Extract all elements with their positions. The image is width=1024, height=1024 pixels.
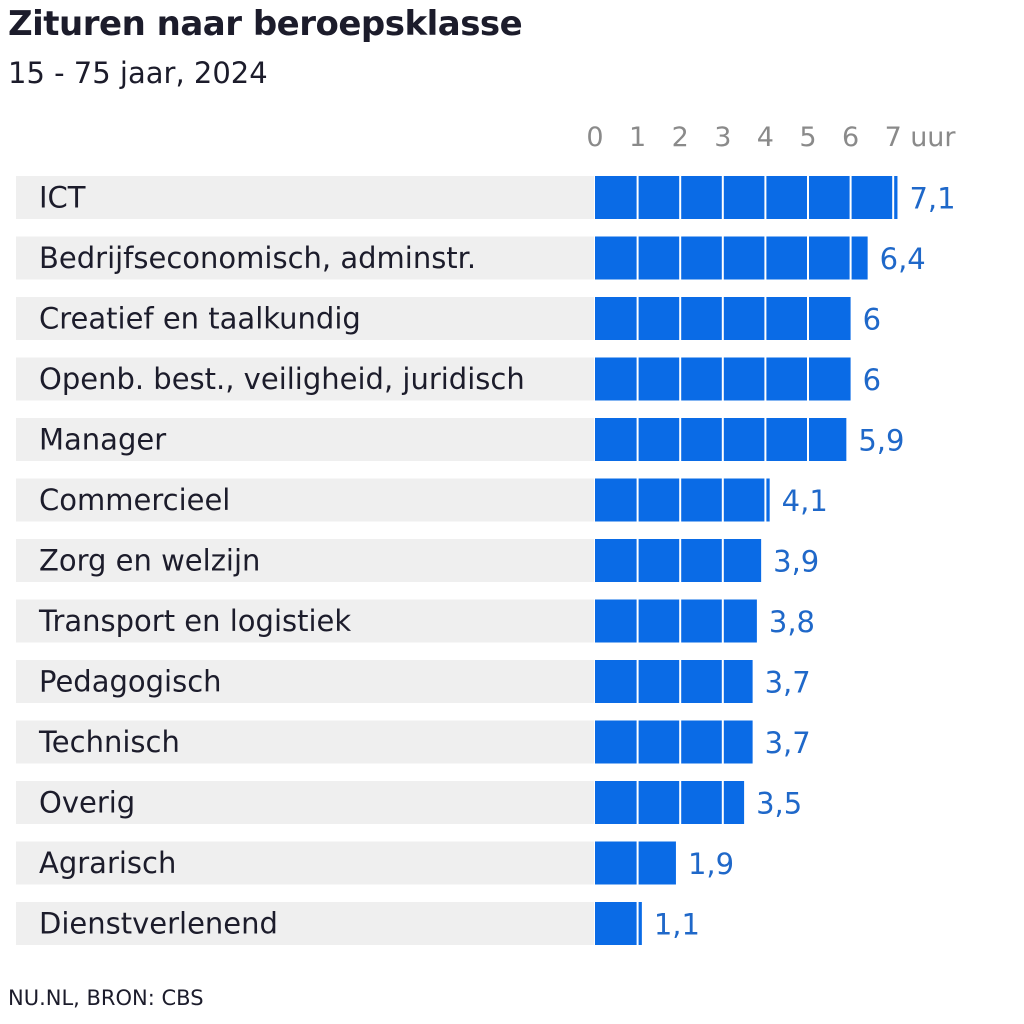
bar — [595, 841, 676, 885]
category-label: Openb. best., veiligheid, juridisch — [39, 362, 525, 396]
row-background — [16, 478, 594, 522]
x-tick-label: 5 — [799, 122, 816, 153]
category-label: ICT — [39, 181, 86, 215]
value-label: 6 — [863, 363, 881, 397]
category-label: Manager — [39, 423, 166, 457]
source-credit: NU.NL, BRON: CBS — [8, 986, 204, 1010]
row-background — [16, 539, 594, 582]
x-tick-label: 3 — [714, 122, 731, 153]
bar — [595, 781, 745, 824]
value-label: 3,5 — [756, 787, 802, 821]
bar — [595, 599, 757, 643]
x-tick-label: 2 — [672, 122, 689, 153]
bar — [595, 539, 762, 582]
x-tick-label: 4 — [757, 122, 774, 153]
category-label: Creatief en taalkundig — [39, 302, 361, 336]
value-label: 1,9 — [688, 847, 734, 881]
bar — [595, 176, 898, 219]
x-axis-unit-label: uur — [910, 122, 956, 153]
category-label: Bedrijfseconomisch, adminstr. — [39, 241, 476, 275]
value-label: 6 — [863, 303, 881, 337]
category-label: Technisch — [38, 725, 180, 759]
value-label: 7,1 — [909, 182, 955, 216]
x-tick-label: 0 — [586, 122, 603, 153]
row-background — [16, 418, 594, 461]
row-background — [16, 599, 594, 643]
row-background — [16, 902, 594, 945]
row-background — [16, 660, 594, 703]
category-label: Commercieel — [39, 483, 230, 517]
row-background — [16, 781, 594, 824]
category-label: Pedagogisch — [39, 665, 222, 699]
bar — [595, 660, 753, 703]
bar — [595, 236, 868, 280]
category-label: Dienstverlenend — [39, 907, 278, 941]
row-background — [16, 236, 594, 280]
chart-title: Zituren naar beroepsklasse — [8, 4, 523, 44]
category-label: Agrarisch — [39, 846, 176, 880]
row-background — [16, 720, 594, 764]
x-tick-label: 7 — [885, 122, 902, 153]
x-tick-label: 1 — [629, 122, 646, 153]
value-label: 3,9 — [773, 545, 819, 579]
value-label: 3,8 — [769, 605, 815, 639]
bar — [595, 720, 753, 764]
bar — [595, 902, 642, 945]
row-background — [16, 297, 594, 340]
value-label: 1,1 — [654, 908, 700, 942]
value-label: 3,7 — [765, 666, 811, 700]
value-label: 6,4 — [880, 242, 926, 276]
category-label: Transport en logistiek — [38, 604, 351, 638]
value-label: 3,7 — [765, 726, 811, 760]
row-background — [16, 357, 594, 401]
value-label: 5,9 — [858, 424, 904, 458]
chart-subtitle: 15 - 75 jaar, 2024 — [8, 56, 268, 90]
category-label: Overig — [39, 786, 135, 820]
bar — [595, 478, 770, 522]
category-label: Zorg en welzijn — [39, 544, 260, 578]
row-background — [16, 176, 594, 219]
row-background — [16, 841, 594, 885]
value-label: 4,1 — [782, 484, 828, 518]
x-tick-label: 6 — [842, 122, 859, 153]
